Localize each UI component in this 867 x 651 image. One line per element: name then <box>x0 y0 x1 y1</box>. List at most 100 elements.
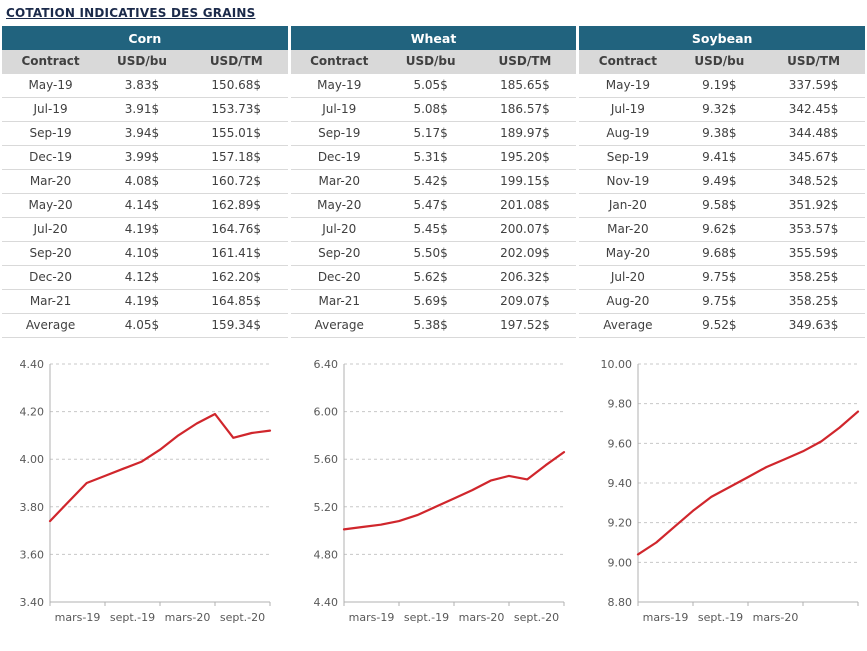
x-axis-tick-label: sept.-19 <box>698 611 743 624</box>
column-header-usd-bu: USD/bu <box>99 50 185 73</box>
usd-tm-cell: 160.72$ <box>184 168 288 193</box>
x-axis-tick-label: sept.-19 <box>110 611 155 624</box>
wheat-table: Wheat Contract USD/bu USD/TM May-19 5.05$… <box>290 26 577 338</box>
usd-bu-cell: 5.69$ <box>387 288 474 313</box>
table-row: Sep-20 5.50$ 202.09$ <box>290 240 577 265</box>
column-header-usd-bu: USD/bu <box>387 50 474 73</box>
contract-cell: Nov-19 <box>579 168 677 193</box>
table-row: Jul-20 9.75$ 358.25$ <box>579 264 866 289</box>
column-header-usd-tm: USD/TM <box>762 50 866 73</box>
usd-tm-cell: 186.57$ <box>473 96 577 121</box>
table-row: Jul-20 5.45$ 200.07$ <box>290 216 577 241</box>
contract-cell: Aug-20 <box>579 288 677 313</box>
y-axis-tick-label: 8.80 <box>608 596 633 609</box>
usd-tm-cell: 162.89$ <box>184 192 288 217</box>
contract-cell: Average <box>2 312 100 338</box>
usd-tm-cell: 200.07$ <box>473 216 577 241</box>
group-title-corn: Corn <box>2 26 288 50</box>
usd-bu-cell: 5.45$ <box>387 216 474 241</box>
usd-bu-cell: 4.10$ <box>99 240 185 265</box>
usd-tm-cell: 353.57$ <box>762 216 866 241</box>
usd-tm-cell: 349.63$ <box>762 312 866 338</box>
usd-bu-cell: 5.50$ <box>387 240 474 265</box>
wheat-table-body: May-19 5.05$ 185.65$ Jul-19 5.08$ 186.57$ Sep-… <box>290 72 577 338</box>
group-header-row: Corn <box>2 26 288 50</box>
contract-cell: Average <box>579 312 677 338</box>
contract-cell: Sep-19 <box>290 120 388 145</box>
usd-bu-cell: 9.58$ <box>676 192 763 217</box>
usd-tm-cell: 206.32$ <box>473 264 577 289</box>
usd-bu-cell: 4.19$ <box>99 216 185 241</box>
usd-tm-cell: 201.08$ <box>473 192 577 217</box>
y-axis-tick-label: 9.40 <box>608 477 633 490</box>
table-row: Mar-20 5.42$ 199.15$ <box>290 168 577 193</box>
contract-cell: Sep-20 <box>290 240 388 265</box>
usd-bu-cell: 5.05$ <box>387 72 474 97</box>
y-axis-tick-label: 9.80 <box>608 397 633 410</box>
column-header-usd-tm: USD/TM <box>473 50 577 73</box>
contract-cell: Aug-19 <box>579 120 677 145</box>
usd-bu-cell: 9.49$ <box>676 168 763 193</box>
x-axis-tick-label: sept.-19 <box>404 611 449 624</box>
y-axis-tick-label: 10.00 <box>601 358 633 371</box>
contract-cell: May-19 <box>579 72 677 97</box>
y-axis-tick-label: 5.60 <box>314 453 339 466</box>
usd-bu-cell: 4.12$ <box>99 264 185 289</box>
y-axis-tick-label: 9.00 <box>608 556 633 569</box>
y-axis-tick-label: 3.40 <box>20 596 45 609</box>
contract-cell: Mar-20 <box>579 216 677 241</box>
usd-tm-cell: 159.34$ <box>184 312 288 338</box>
usd-tm-cell: 202.09$ <box>473 240 577 265</box>
usd-bu-cell: 3.99$ <box>99 144 185 169</box>
usd-tm-cell: 344.48$ <box>762 120 866 145</box>
table-row: Aug-20 9.75$ 358.25$ <box>579 288 866 313</box>
usd-bu-cell: 9.32$ <box>676 96 763 121</box>
usd-bu-cell: 9.75$ <box>676 288 763 313</box>
page-title: COTATION INDICATIVES DES GRAINS <box>6 6 256 20</box>
y-axis-tick-label: 4.40 <box>20 358 45 371</box>
y-axis-tick-label: 3.80 <box>20 500 45 513</box>
group-header-row: Wheat <box>290 26 577 50</box>
table-row: Sep-19 5.17$ 189.97$ <box>290 120 577 145</box>
y-axis-tick-label: 6.40 <box>314 358 339 371</box>
corn-price-chart: 3.40 3.60 3.80 4.00 4.20 4.40 mars-19 sept.-19 m… <box>8 350 280 650</box>
y-axis-tick-label: 4.80 <box>314 548 339 561</box>
usd-tm-cell: 185.65$ <box>473 72 577 97</box>
contract-cell: Sep-19 <box>579 144 677 169</box>
table-row: Dec-20 5.62$ 206.32$ <box>290 264 577 289</box>
usd-tm-cell: 150.68$ <box>184 72 288 97</box>
contract-cell: Jan-20 <box>579 192 677 217</box>
table-row: May-20 4.14$ 162.89$ <box>2 192 288 217</box>
line-chart-wheat: 4.40 4.80 5.20 5.60 6.00 6.40 mars-19 sept.-19 m… <box>314 358 566 624</box>
usd-tm-cell: 197.52$ <box>473 312 577 338</box>
usd-bu-cell: 3.91$ <box>99 96 185 121</box>
wheat-price-chart: 4.40 4.80 5.20 5.60 6.00 6.40 mars-19 sept.-19 m… <box>302 350 574 650</box>
table-row: May-20 5.47$ 201.08$ <box>290 192 577 217</box>
usd-bu-cell: 4.14$ <box>99 192 185 217</box>
column-header-row: Contract USD/bu USD/TM <box>2 50 288 73</box>
usd-bu-cell: 5.08$ <box>387 96 474 121</box>
column-header-usd-tm: USD/TM <box>184 50 288 73</box>
table-row: Jan-20 9.58$ 351.92$ <box>579 192 866 217</box>
y-axis-tick-label: 4.40 <box>314 596 339 609</box>
contract-cell: Mar-21 <box>290 288 388 313</box>
usd-bu-cell: 9.75$ <box>676 264 763 289</box>
column-header-contract: Contract <box>579 50 677 73</box>
usd-bu-cell: 5.62$ <box>387 264 474 289</box>
usd-bu-cell: 9.41$ <box>676 144 763 169</box>
x-axis-tick-label: mars-19 <box>643 611 689 624</box>
usd-bu-cell: 3.94$ <box>99 120 185 145</box>
contract-cell: Jul-19 <box>290 96 388 121</box>
contract-cell: Mar-20 <box>290 168 388 193</box>
usd-bu-cell: 5.38$ <box>387 312 474 338</box>
usd-tm-cell: 199.15$ <box>473 168 577 193</box>
y-axis-tick-label: 6.00 <box>314 405 339 418</box>
contract-cell: Mar-20 <box>2 168 100 193</box>
usd-tm-cell: 342.45$ <box>762 96 866 121</box>
usd-bu-cell: 9.38$ <box>676 120 763 145</box>
usd-tm-cell: 358.25$ <box>762 288 866 313</box>
table-row: May-19 9.19$ 337.59$ <box>579 72 866 97</box>
charts-row: 3.40 3.60 3.80 4.00 4.20 4.40 mars-19 sept.-19 m… <box>2 350 865 650</box>
column-header-row: Contract USD/bu USD/TM <box>290 50 577 73</box>
contract-cell: Dec-20 <box>290 264 388 289</box>
